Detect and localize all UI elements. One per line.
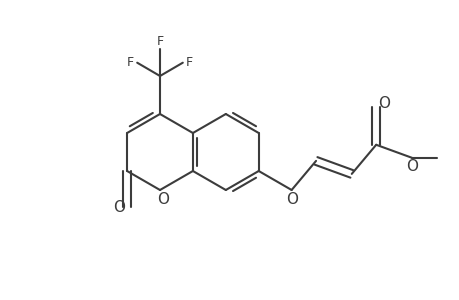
Text: F: F xyxy=(186,56,193,69)
Text: F: F xyxy=(126,56,134,69)
Text: O: O xyxy=(157,191,168,206)
Text: O: O xyxy=(377,96,389,111)
Text: F: F xyxy=(156,35,163,48)
Text: O: O xyxy=(113,200,125,214)
Text: O: O xyxy=(405,159,417,174)
Text: O: O xyxy=(285,191,297,206)
